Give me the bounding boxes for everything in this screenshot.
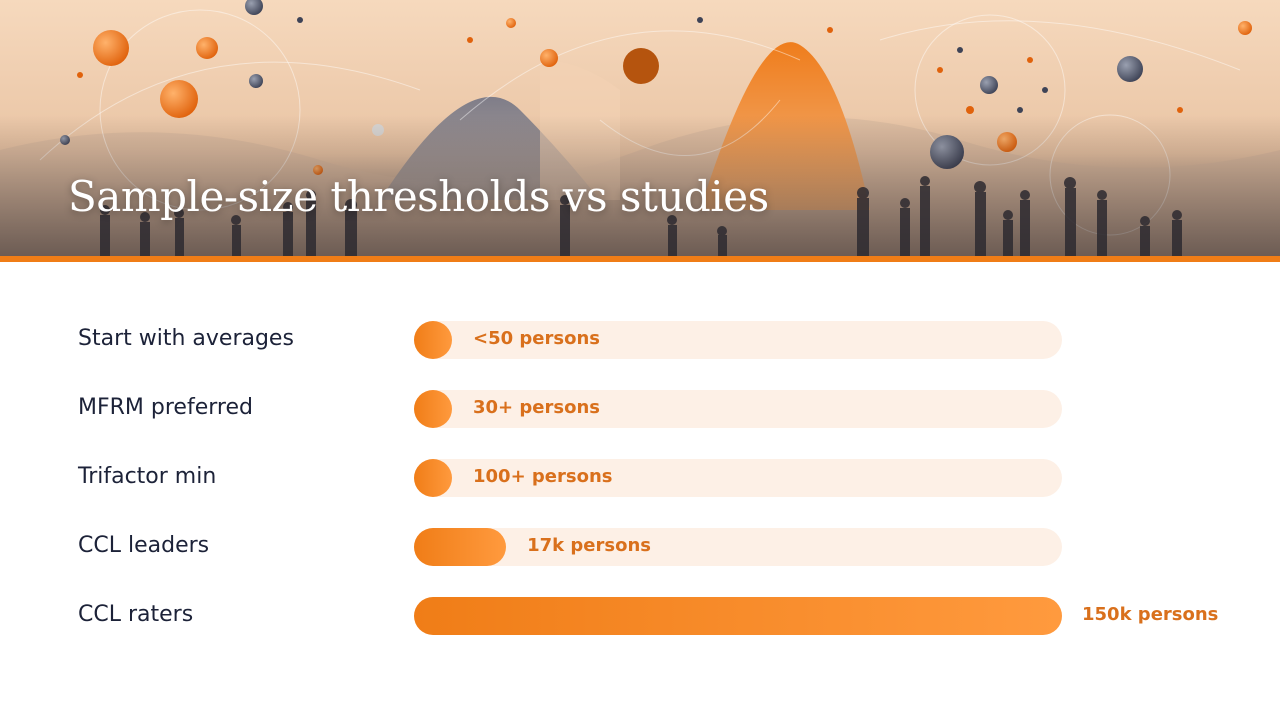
hero-banner: Sample-size thresholds vs studies [0, 0, 1280, 256]
hero-illustration [0, 0, 1280, 256]
bar [414, 321, 452, 359]
category-label: Start with averages [78, 326, 294, 351]
bar-track [414, 321, 1062, 359]
header-divider [0, 256, 1280, 262]
bar [414, 390, 452, 428]
chart-row: CCL raters 150k persons [0, 596, 1280, 636]
data-label: 150k persons [1082, 604, 1219, 625]
bar [414, 597, 1062, 635]
data-label: 30+ persons [473, 397, 600, 418]
chart-row: Trifactor min 100+ persons [0, 458, 1280, 498]
category-label: Trifactor min [78, 464, 217, 489]
bar-track [414, 390, 1062, 428]
bar-chart: Start with averages <50 persons MFRM prefe… [0, 262, 1280, 720]
chart-row: Start with averages <50 persons [0, 320, 1280, 360]
bar [414, 459, 452, 497]
bar-track [414, 528, 1062, 566]
category-label: MFRM preferred [78, 395, 253, 420]
chart-row: CCL leaders 17k persons [0, 527, 1280, 567]
data-label: 100+ persons [473, 466, 613, 487]
bar-track [414, 459, 1062, 497]
category-label: CCL raters [78, 602, 194, 627]
category-label: CCL leaders [78, 533, 210, 558]
data-label: <50 persons [473, 328, 600, 349]
chart-row: MFRM preferred 30+ persons [0, 389, 1280, 429]
page-title: Sample-size thresholds vs studies [68, 172, 769, 221]
bar [414, 528, 507, 566]
data-label: 17k persons [527, 535, 651, 556]
